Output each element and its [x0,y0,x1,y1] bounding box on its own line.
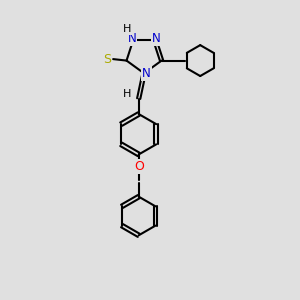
Text: O: O [134,160,144,173]
Text: N: N [152,32,161,45]
Text: N: N [142,68,151,80]
Text: N: N [128,32,136,45]
Text: S: S [103,52,111,66]
Text: H: H [122,24,131,34]
Text: H: H [123,89,131,99]
